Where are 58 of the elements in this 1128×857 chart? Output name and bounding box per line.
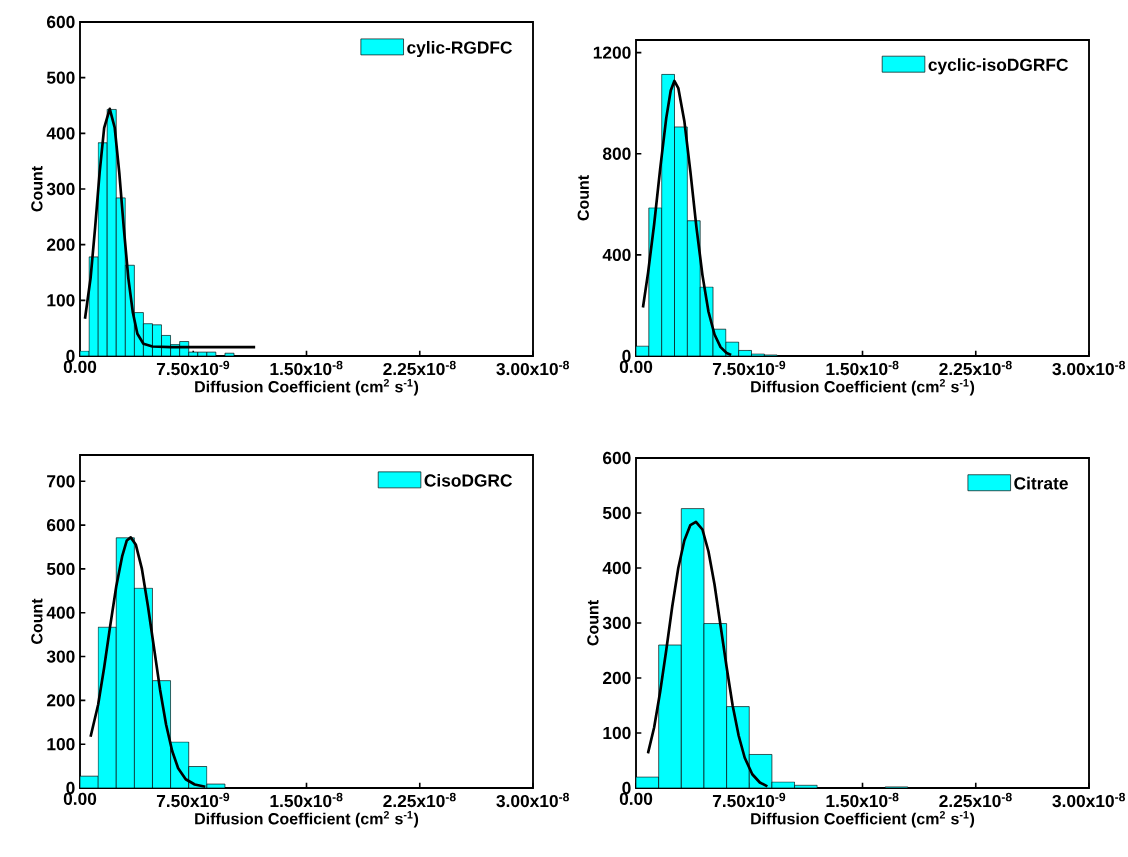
y-tick-label: 500 bbox=[46, 71, 75, 84]
y-tick-label: 300 bbox=[602, 616, 631, 630]
x-tick-label: 2.25x10$^{-8}$ bbox=[383, 360, 456, 376]
x-tick-label: 3.00x10$^{-8}$ bbox=[496, 792, 570, 808]
x-tick-label: 0.00 bbox=[63, 792, 97, 805]
x-tick-label: 2.25x10$^{-8}$ bbox=[383, 792, 456, 808]
y-tick-label: 800 bbox=[602, 147, 631, 160]
x-tick-label: 0.00 bbox=[619, 360, 653, 373]
x-tick-label: 1.50x10$^{-8}$ bbox=[270, 792, 343, 808]
legend-label: cyclic-isoDGRFC bbox=[928, 58, 1069, 75]
y-axis-title: Count bbox=[587, 600, 599, 646]
y-tick-label: 100 bbox=[47, 738, 75, 751]
y-tick-label: 0 bbox=[622, 781, 631, 795]
y-tick-label: 500 bbox=[602, 506, 631, 520]
y-tick-label: 100 bbox=[47, 294, 75, 307]
y-tick-label: 600 bbox=[603, 451, 631, 465]
y-tick-label: 400 bbox=[602, 248, 631, 262]
y-tick-label: 700 bbox=[47, 475, 75, 488]
y-tick-label: 1200 bbox=[593, 46, 631, 59]
x-tick-label: 2.25x10$^{-8}$ bbox=[939, 792, 1012, 808]
legend-label: CisoDGRC bbox=[424, 473, 512, 487]
y-tick-label: 300 bbox=[46, 650, 75, 663]
x-tick-label: 3.00x10$^{-8}$ bbox=[1052, 792, 1126, 808]
x-axis-title: Diffusion Coefficient (cm$^{2}$ s$^{-1}$) bbox=[195, 379, 419, 396]
x-axis-title: Diffusion Coefficient (cm$^{2}$ s$^{-1}$) bbox=[751, 811, 975, 828]
y-axis-title: Count bbox=[577, 175, 589, 221]
x-tick-label: 7.50x10$^{-9}$ bbox=[156, 360, 230, 376]
y-tick-label: 400 bbox=[46, 606, 75, 619]
y-tick-label: 300 bbox=[46, 182, 75, 196]
y-tick-label: 0 bbox=[66, 781, 75, 795]
y-tick-label: 400 bbox=[46, 127, 75, 140]
x-tick-label: 0.00 bbox=[619, 792, 653, 805]
y-axis-title: Count bbox=[31, 166, 43, 212]
x-axis-title: Diffusion Coefficient (cm$^{2}$ s$^{-1}$) bbox=[751, 379, 975, 396]
legend-label: cylic-RGDFC bbox=[407, 40, 512, 58]
x-tick-label: 7.50x10$^{-9}$ bbox=[712, 360, 786, 376]
y-tick-label: 600 bbox=[47, 518, 75, 532]
x-tick-label: 0.00 bbox=[63, 360, 97, 373]
legend-label: Citrate bbox=[1014, 476, 1068, 490]
x-tick-label: 2.25x10$^{-8}$ bbox=[939, 360, 1012, 376]
x-tick-label: 3.00x10$^{-8}$ bbox=[496, 360, 570, 376]
y-tick-label: 100 bbox=[603, 726, 631, 740]
x-tick-label: 3.00x10$^{-8}$ bbox=[1052, 360, 1126, 376]
y-tick-label: 200 bbox=[46, 694, 75, 707]
y-tick-label: 600 bbox=[47, 15, 75, 29]
y-axis-title: Count bbox=[31, 598, 43, 644]
x-tick-label: 7.50x10$^{-9}$ bbox=[712, 792, 786, 808]
x-tick-label: 1.50x10$^{-8}$ bbox=[826, 792, 899, 808]
x-tick-label: 1.50x10$^{-8}$ bbox=[826, 360, 899, 376]
y-tick-label: 200 bbox=[46, 238, 75, 251]
y-tick-label: 0 bbox=[622, 349, 631, 363]
y-tick-label: 500 bbox=[46, 562, 75, 576]
y-tick-label: 200 bbox=[602, 671, 631, 685]
y-tick-label: 0 bbox=[66, 349, 75, 363]
x-tick-label: 7.50x10$^{-9}$ bbox=[156, 792, 230, 808]
y-tick-label: 400 bbox=[602, 561, 631, 575]
x-tick-label: 1.50x10$^{-8}$ bbox=[270, 360, 343, 376]
x-axis-title: Diffusion Coefficient (cm$^{2}$ s$^{-1}$) bbox=[195, 811, 419, 828]
